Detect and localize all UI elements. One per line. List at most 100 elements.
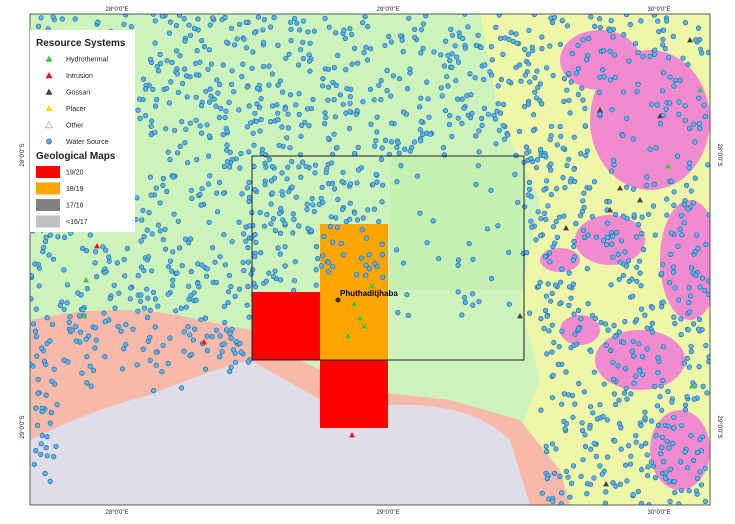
water-source-point [224,128,230,134]
water-source-point [559,401,565,407]
water-source-point [558,501,564,505]
water-source-point [546,328,552,334]
water-source-point [566,70,572,77]
water-source-point [134,362,140,368]
water-source-point [563,468,570,475]
water-source-point [252,110,258,116]
water-source-point [695,245,701,252]
water-source-point [657,120,664,127]
water-source-point [706,278,710,284]
water-source-point [352,210,358,216]
water-source-point [310,202,316,208]
water-source-point [611,322,617,329]
water-source-point [182,236,189,242]
water-source-point [660,344,667,350]
water-source-point [208,61,215,67]
water-source-point [612,401,619,408]
water-source-point [559,18,565,24]
water-source-point [288,19,294,25]
water-source-point [217,81,223,88]
water-source-point [461,295,468,301]
water-source-point [174,270,180,276]
water-source-point [374,114,380,120]
water-source-point [271,14,277,21]
water-source-point [370,182,376,188]
water-source-point [526,186,533,192]
water-source-point [611,162,617,168]
water-source-point [518,78,524,84]
water-source-point [664,438,670,444]
water-source-point [135,273,141,279]
water-source-point [228,283,234,290]
water-source-point [639,372,646,378]
water-source-point [592,315,599,322]
water-source-point [637,270,643,276]
water-source-point [549,349,555,355]
water-source-point [624,396,630,402]
water-source-point [246,103,252,109]
water-source-point [394,179,400,185]
water-source-point [670,264,677,270]
water-source-point [202,366,209,372]
water-source-point [618,425,624,431]
water-source-point [606,199,612,205]
water-source-point [622,462,629,468]
water-source-point [289,159,295,165]
water-source-point [204,333,210,339]
water-source-point [636,341,642,347]
water-source-point [665,423,671,429]
water-source-point [306,122,312,129]
water-source-point [400,48,406,55]
water-source-point [447,112,453,119]
triangle-marker [687,37,693,43]
water-source-point [192,326,198,332]
water-source-point [692,139,698,145]
water-source-point [676,297,682,303]
water-source-point [553,219,559,225]
water-source-point [588,14,594,20]
water-source-point [140,346,146,352]
water-source-point [706,354,710,360]
water-source-point [193,117,199,123]
water-source-point [282,263,288,269]
water-source-point [47,478,53,485]
water-source-point [687,293,694,299]
water-source-point [496,127,503,133]
water-source-point [395,310,401,316]
water-source-point [700,383,706,390]
water-source-point [652,475,659,481]
water-source-point [128,24,134,30]
water-source-point [556,344,562,350]
water-source-point [386,33,392,40]
water-source-point [601,381,607,387]
water-source-point [549,441,556,447]
water-source-point [137,115,143,121]
water-source-point [173,23,179,29]
water-source-point [498,76,505,83]
water-source-point [686,285,692,291]
water-source-point [296,164,302,170]
water-source-point [652,383,658,390]
legend-label: Gossan [66,90,90,97]
water-source-point [557,41,564,48]
water-source-point [430,218,436,224]
water-source-point [628,391,634,397]
water-source-point [167,156,173,163]
water-source-point [616,397,622,403]
water-source-point [404,292,410,298]
water-source-point [685,206,691,212]
water-source-point [169,268,175,274]
water-source-point [534,157,541,163]
water-source-point [341,27,347,33]
water-source-point [610,34,616,40]
water-source-point [579,420,585,426]
water-source-point [603,242,610,248]
water-source-point [608,347,614,354]
water-source-point [610,376,617,383]
water-source-point [306,52,312,58]
water-source-point [411,139,418,145]
water-source-point [633,433,639,439]
water-source-point [686,160,693,166]
water-source-point [183,304,189,310]
water-source-point [558,133,564,139]
